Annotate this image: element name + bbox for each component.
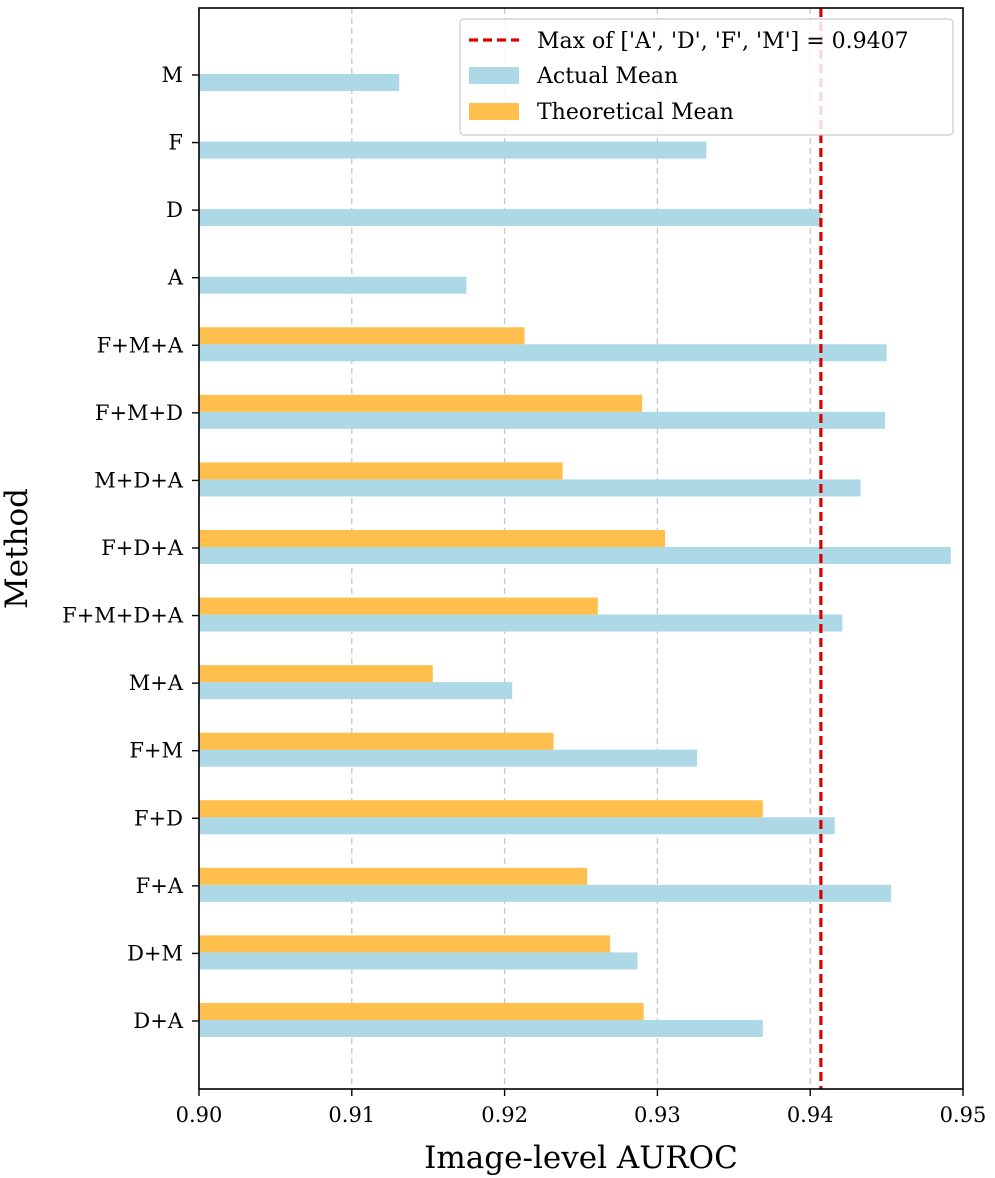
y-tick-label-6: M+D+A [94, 468, 184, 492]
bar-actual-mean-13 [199, 952, 638, 970]
legend-reference-line-label: Max of ['A', 'D', 'F', 'M'] = 0.9407 [537, 29, 909, 54]
legend-label-theoretical-mean: Theoretical Mean [537, 100, 734, 125]
y-axis-label: Method [0, 488, 35, 609]
bar-theoretical-mean-7 [199, 529, 666, 547]
y-tick-label-13: D+M [127, 941, 183, 965]
bar-theoretical-mean-11 [199, 800, 763, 818]
bar-actual-mean-2 [199, 209, 821, 227]
legend: Max of ['A', 'D', 'F', 'M'] = 0.9407 Act… [459, 18, 954, 136]
y-ticks: M F D A F+M+A F+M+D M+D+A F+D+A F+M+D+A M+A F+M F+D… [62, 63, 199, 1033]
bar-actual-mean-10 [199, 749, 698, 767]
bar-actual-mean-14 [199, 1019, 763, 1037]
y-tick-label-0: M [161, 63, 183, 87]
x-tick-label-5: 0.95 [940, 1103, 987, 1127]
bar-actual-mean-6 [199, 479, 861, 497]
x-axis-label: Image-level AUROC [424, 1140, 738, 1176]
y-tick-label-9: M+A [129, 671, 184, 695]
bar-actual-mean-1 [199, 141, 707, 159]
y-tick-label-14: D+A [133, 1009, 183, 1033]
x-tick-label-3: 0.93 [634, 1103, 681, 1127]
y-tick-label-7: F+D+A [101, 536, 184, 560]
bar-theoretical-mean-8 [199, 597, 598, 615]
y-tick-label-5: F+M+D [95, 401, 183, 425]
bar-theoretical-mean-14 [199, 1002, 644, 1020]
bar-theoretical-mean-6 [199, 462, 563, 480]
bar-actual-mean-9 [199, 682, 513, 700]
legend-label-actual-mean: Actual Mean [536, 64, 678, 89]
bar-theoretical-mean-9 [199, 665, 433, 683]
x-tick-label-4: 0.94 [787, 1103, 834, 1127]
legend-swatch-theoretical-mean [469, 103, 519, 120]
bars [199, 74, 951, 1037]
bar-theoretical-mean-4 [199, 327, 525, 345]
y-tick-label-3: A [167, 266, 184, 290]
bar-theoretical-mean-12 [199, 867, 588, 885]
bar-actual-mean-8 [199, 614, 843, 632]
y-tick-label-11: F+D [134, 806, 183, 830]
y-tick-label-10: F+M [129, 739, 183, 763]
bar-theoretical-mean-13 [199, 935, 611, 953]
legend-box [459, 18, 954, 136]
bar-actual-mean-0 [199, 74, 400, 91]
bar-actual-mean-12 [199, 884, 892, 902]
x-tick-label-2: 0.92 [481, 1103, 528, 1127]
bar-actual-mean-7 [199, 546, 951, 564]
bar-theoretical-mean-5 [199, 394, 643, 412]
y-tick-label-1: F [168, 131, 183, 155]
y-tick-label-12: F+A [136, 874, 184, 898]
bar-actual-mean-11 [199, 817, 835, 835]
x-tick-label-1: 0.91 [328, 1103, 375, 1127]
y-tick-label-8: F+M+D+A [62, 604, 184, 628]
bar-actual-mean-4 [199, 344, 887, 362]
x-ticks: 0.90 0.91 0.92 0.93 0.94 0.95 [176, 1089, 987, 1127]
y-tick-label-2: D [166, 198, 183, 222]
legend-swatch-actual-mean [469, 67, 519, 84]
bar-theoretical-mean-10 [199, 732, 554, 750]
bar-actual-mean-5 [199, 411, 886, 429]
y-tick-label-4: F+M+A [97, 333, 184, 357]
bar-actual-mean-3 [199, 276, 467, 294]
x-tick-label-0: 0.90 [176, 1103, 223, 1127]
